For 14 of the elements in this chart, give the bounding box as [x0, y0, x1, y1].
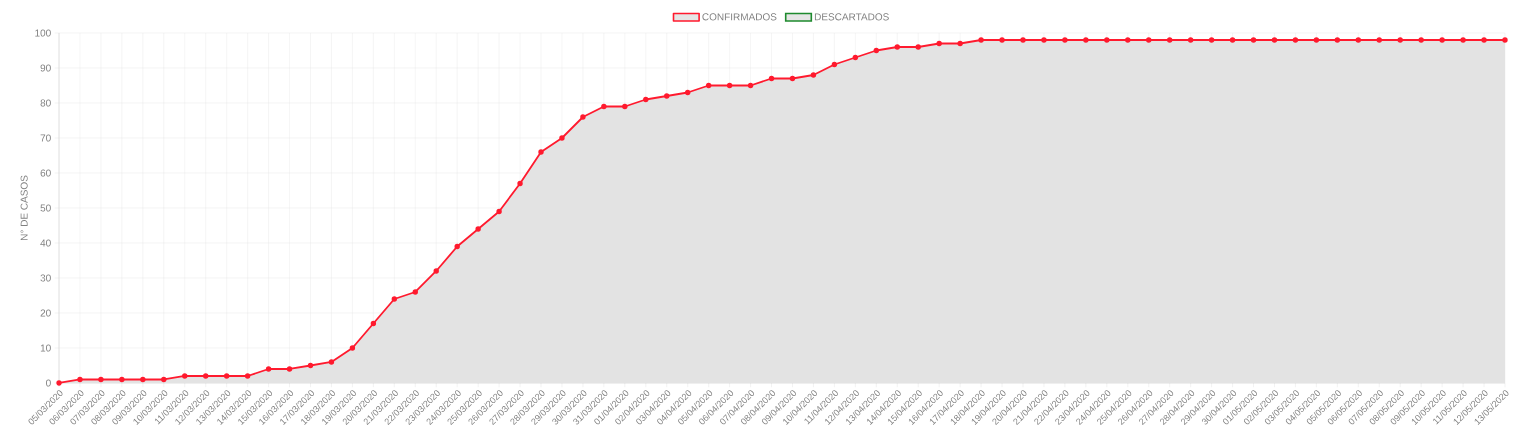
y-tick-label: 20	[40, 309, 51, 317]
legend-label: CONFIRMADOS	[702, 13, 777, 21]
y-tick-label: 90	[40, 64, 51, 72]
y-tick-label: 50	[40, 204, 51, 212]
y-axis-title: N° DE CASOS	[20, 175, 28, 241]
y-tick-label: 10	[40, 344, 51, 352]
y-tick-label: 100	[35, 29, 51, 37]
y-tick-label: 70	[40, 134, 51, 142]
y-tick-label: 60	[40, 169, 51, 177]
y-tick-label: 0	[46, 379, 51, 387]
legend-label: DESCARTADOS	[814, 13, 889, 21]
y-tick-label: 80	[40, 99, 51, 107]
y-tick-label: 40	[40, 239, 51, 247]
y-tick-label: 30	[40, 274, 51, 282]
